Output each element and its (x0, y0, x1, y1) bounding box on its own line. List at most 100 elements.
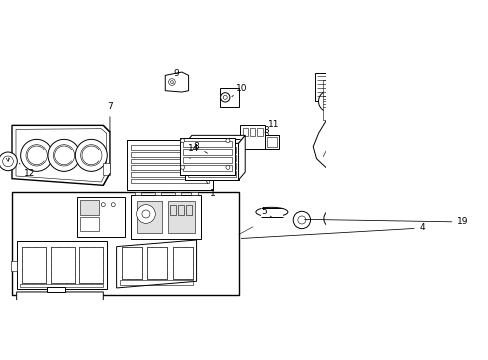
Bar (17, 241, 106, 289)
Bar (130, 152, 209, 157)
Bar (182, 157, 231, 163)
Bar (323, 80, 376, 120)
Text: 4: 4 (241, 224, 425, 238)
Circle shape (75, 139, 107, 171)
Circle shape (223, 95, 227, 99)
Circle shape (53, 145, 75, 166)
Text: 6: 6 (0, 359, 1, 360)
Bar (20, 284, 103, 287)
Circle shape (220, 93, 229, 102)
Bar (130, 172, 209, 177)
Circle shape (20, 139, 53, 171)
Circle shape (297, 216, 305, 224)
Text: 11: 11 (264, 120, 278, 132)
Bar (122, 247, 142, 279)
Circle shape (168, 79, 175, 85)
Text: 13: 13 (0, 359, 1, 360)
Bar (182, 149, 231, 155)
Bar (383, 163, 402, 174)
Circle shape (2, 156, 13, 167)
Bar (257, 128, 262, 136)
Bar (178, 205, 183, 215)
Bar (130, 179, 209, 183)
Bar (130, 165, 209, 170)
Circle shape (180, 139, 184, 143)
Bar (126, 140, 213, 190)
Bar (120, 280, 193, 285)
Bar (134, 192, 141, 195)
Bar (385, 165, 391, 172)
Bar (130, 159, 209, 163)
Bar (187, 147, 235, 153)
Text: 12: 12 (19, 163, 35, 178)
Bar (191, 192, 198, 195)
Bar (51, 247, 75, 283)
Polygon shape (185, 135, 244, 143)
Bar (136, 201, 162, 233)
Bar (240, 125, 264, 149)
Bar (79, 247, 103, 283)
Bar (187, 156, 235, 161)
Bar (264, 135, 278, 149)
Circle shape (142, 210, 150, 218)
Bar (326, 84, 349, 100)
Bar (80, 217, 99, 231)
Circle shape (81, 145, 102, 166)
Bar (249, 128, 255, 136)
Bar (182, 141, 231, 147)
Circle shape (225, 165, 229, 169)
Circle shape (26, 145, 47, 166)
Text: 19: 19 (304, 217, 468, 226)
Bar (103, 163, 110, 175)
Bar (12, 192, 238, 295)
Bar (172, 247, 192, 279)
Bar (180, 138, 234, 175)
Bar (46, 287, 65, 292)
Text: 14: 14 (187, 144, 199, 159)
Circle shape (318, 91, 339, 112)
Circle shape (48, 139, 80, 171)
Text: 8: 8 (193, 142, 207, 153)
Bar (79, 247, 103, 283)
Text: 5: 5 (261, 207, 271, 217)
Bar (352, 84, 372, 100)
Bar (167, 201, 194, 233)
Bar (154, 192, 161, 195)
Bar (396, 207, 408, 221)
Bar (314, 73, 332, 102)
Text: 9: 9 (173, 69, 179, 84)
Text: 10: 10 (231, 84, 246, 97)
Bar (169, 205, 176, 215)
Circle shape (225, 139, 229, 143)
Bar (404, 209, 407, 214)
Circle shape (0, 152, 17, 171)
Polygon shape (220, 88, 238, 107)
Polygon shape (165, 72, 188, 92)
Bar (185, 143, 238, 180)
Bar (266, 137, 276, 147)
Polygon shape (238, 135, 244, 180)
Polygon shape (16, 129, 106, 182)
Circle shape (323, 209, 342, 228)
Text: 7: 7 (107, 102, 113, 132)
Bar (147, 247, 167, 279)
Bar (172, 247, 192, 279)
Bar (383, 87, 422, 120)
Polygon shape (17, 292, 103, 313)
Bar (131, 195, 201, 239)
Bar (174, 192, 181, 195)
Bar (77, 197, 124, 237)
Bar (130, 145, 209, 150)
Bar (398, 215, 407, 219)
Circle shape (111, 203, 115, 207)
Bar (364, 211, 378, 222)
Bar (261, 208, 283, 217)
Text: 16: 16 (0, 359, 1, 360)
Text: 17: 17 (0, 359, 1, 360)
Bar (80, 200, 99, 215)
Bar (51, 247, 75, 283)
Circle shape (328, 215, 337, 222)
Text: 1: 1 (206, 181, 215, 198)
Bar (22, 247, 46, 283)
Bar (185, 143, 238, 180)
